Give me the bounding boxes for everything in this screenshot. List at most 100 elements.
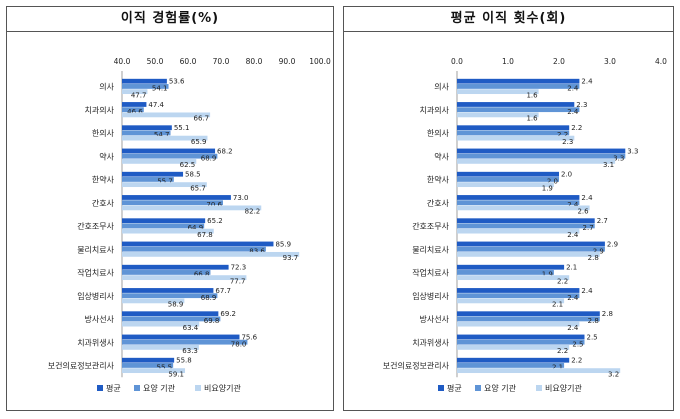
bar-평균 (457, 264, 565, 270)
category-label: 임상병리사 (412, 291, 449, 301)
data-label: 3.3 (627, 147, 638, 155)
data-label: 2.2 (571, 357, 582, 365)
legend-swatch (475, 385, 481, 391)
x-tick-label: 40.0 (114, 57, 131, 66)
category-label: 보건의료정보관리사 (48, 361, 115, 371)
bar-평균 (457, 288, 580, 293)
category-label: 간호조무사 (412, 221, 449, 231)
turnover-count-chart: 0.0 1.0 2.0 3.0 4.0의사2.42.41.6치과의사2.32.41.6한… (383, 57, 667, 393)
bar-비요양기관 (122, 158, 197, 164)
data-label: 2.4 (567, 85, 579, 93)
bar-요양 기관 (457, 84, 580, 89)
bar-요양 기관 (122, 84, 169, 89)
data-label: 69.2 (220, 310, 236, 318)
bar-평균 (122, 195, 231, 200)
bar-평균 (457, 311, 600, 317)
bar-요양 기관 (122, 200, 223, 206)
bar-비요양기관 (457, 182, 554, 188)
bar-요양 기관 (457, 339, 585, 345)
legend-label: 평균 (106, 383, 121, 393)
category-label: 임상병리사 (77, 291, 114, 301)
data-label: 2.4 (567, 201, 579, 209)
chart-title: 이직 경험률(%) (120, 11, 220, 26)
bar-비요양기관 (122, 228, 214, 234)
bar-비요양기관 (457, 89, 539, 95)
data-label: 93.7 (283, 254, 299, 262)
bar-요양 기관 (457, 153, 626, 159)
category-label: 간호사 (427, 198, 450, 208)
data-label: 67.8 (197, 231, 213, 239)
data-label: 47.7 (131, 91, 147, 99)
data-label: 62.5 (180, 161, 196, 169)
data-label: 2.2 (557, 347, 568, 355)
x-tick-label: 2.0 (553, 57, 565, 66)
data-label: 2.8 (588, 254, 599, 262)
data-label: 2.4 (581, 287, 593, 295)
bar-요양 기관 (457, 270, 554, 275)
bar-비요양기관 (457, 205, 590, 211)
legend-swatch (97, 385, 103, 391)
data-label: 2.4 (567, 324, 579, 332)
data-label: 55.8 (176, 357, 192, 365)
bar-비요양기관 (122, 251, 300, 257)
bar-비요양기관 (122, 298, 185, 304)
bar-비요양기관 (457, 344, 570, 350)
category-label: 한약사 (427, 175, 450, 185)
x-tick-label: 50.0 (147, 57, 164, 66)
bar-평균 (122, 171, 184, 177)
data-label: 59.1 (168, 370, 184, 378)
bar-평균 (457, 78, 580, 84)
data-label: 75.6 (241, 333, 257, 341)
bar-비요양기관 (457, 112, 539, 118)
bar-요양 기관 (457, 293, 580, 299)
data-label: 54.7 (154, 131, 170, 139)
legend-swatch (438, 385, 444, 391)
data-label: 68.9 (201, 154, 217, 162)
category-label: 치과의사 (85, 105, 115, 115)
chart-title: 평균 이직 횟수(회) (450, 11, 567, 26)
category-label: 한약사 (92, 175, 115, 185)
bar-평균 (122, 218, 206, 224)
bar-평균 (457, 357, 570, 363)
data-label: 2.4 (581, 194, 593, 202)
data-label: 64.9 (188, 224, 204, 232)
data-label: 46.6 (127, 108, 143, 116)
data-label: 3.2 (608, 370, 619, 378)
category-label: 작업치료사 (412, 268, 449, 278)
bar-요양 기관 (457, 107, 580, 113)
bar-평균 (122, 311, 219, 317)
data-label: 68.2 (217, 147, 233, 155)
data-label: 58.9 (168, 301, 184, 309)
data-label: 70.6 (206, 201, 222, 209)
data-label: 83.6 (249, 247, 265, 255)
bar-평균 (457, 171, 559, 177)
data-label: 2.7 (597, 217, 608, 225)
bar-요양 기관 (457, 130, 570, 136)
data-label: 2.1 (552, 364, 563, 372)
category-label: 의사 (434, 82, 449, 92)
bar-비요양기관 (122, 205, 262, 211)
x-tick-label: 1.0 (502, 57, 514, 66)
data-label: 2.2 (557, 277, 568, 285)
category-label: 약사 (434, 151, 449, 161)
data-label: 55.7 (157, 178, 173, 186)
data-label: 2.5 (572, 340, 583, 348)
x-tick-label: 60.0 (180, 57, 197, 66)
data-label: 2.3 (576, 101, 587, 109)
bar-평균 (457, 125, 570, 131)
bar-요양 기관 (457, 223, 595, 229)
bar-비요양기관 (457, 158, 616, 164)
category-label: 물리치료사 (77, 245, 114, 254)
bar-요양 기관 (122, 363, 174, 368)
data-label: 55.1 (174, 124, 190, 132)
legend-swatch (195, 385, 201, 391)
category-label: 한의사 (427, 128, 450, 138)
bar-평균 (457, 218, 595, 224)
category-label: 간호사 (92, 198, 115, 208)
x-tick-label: 70.0 (213, 57, 230, 66)
data-label: 66.8 (194, 271, 210, 279)
data-label: 2.8 (602, 310, 613, 318)
data-label: 54.1 (152, 85, 168, 93)
legend-label: 비요양기관 (204, 383, 241, 393)
data-label: 2.9 (607, 240, 618, 248)
